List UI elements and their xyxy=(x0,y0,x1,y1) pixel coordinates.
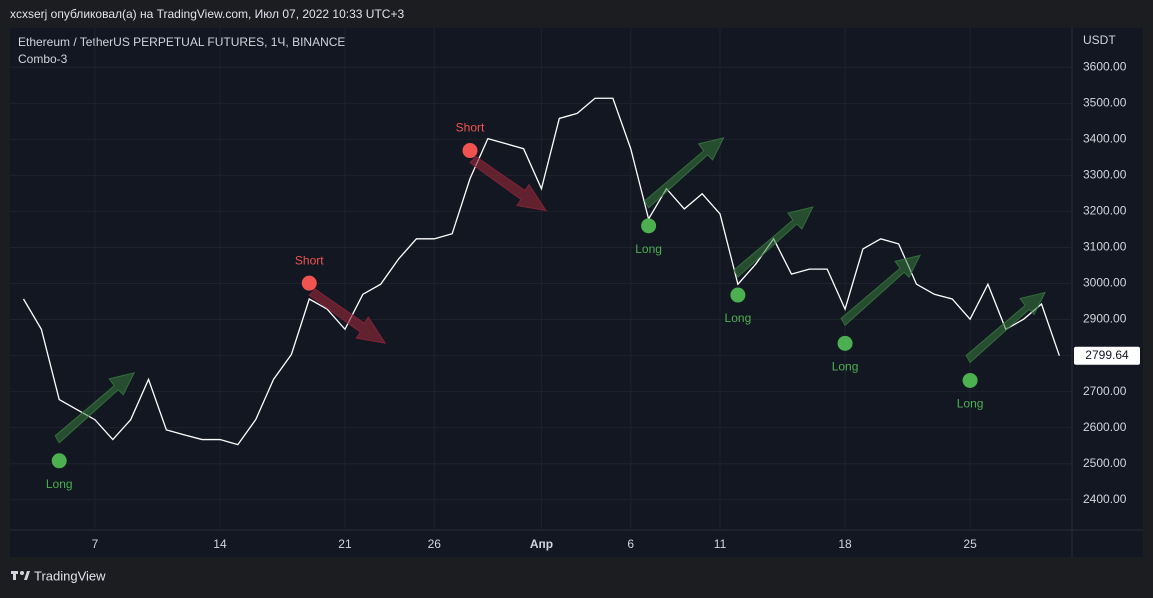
trade-arrow xyxy=(469,155,548,212)
x-tick-label: 11 xyxy=(714,537,727,551)
chart-title: Ethereum / TetherUS PERPETUAL FUTURES, 1… xyxy=(18,35,345,49)
trade-arrow xyxy=(733,206,814,278)
y-tick-label: 2900.00 xyxy=(1083,312,1127,326)
signal-label: Long xyxy=(725,311,752,325)
y-tick-label: 3200.00 xyxy=(1083,204,1127,218)
y-tick-label: 2600.00 xyxy=(1083,420,1127,434)
grid xyxy=(10,28,1072,530)
signal-label: Short xyxy=(456,121,485,135)
last-price-label: 2799.64 xyxy=(1085,348,1129,362)
y-tick-label: 3000.00 xyxy=(1083,276,1127,290)
chart-pane xyxy=(10,28,1143,557)
y-tick-label: 2500.00 xyxy=(1083,456,1127,470)
publisher: xcxserj опубликовал(а) на TradingView.co… xyxy=(10,7,404,21)
signal-label: Long xyxy=(832,359,859,373)
x-tick-label: 6 xyxy=(627,537,634,551)
y-tick-label: 3500.00 xyxy=(1083,95,1127,109)
signal-marker xyxy=(462,143,478,159)
trade-arrow xyxy=(308,288,387,344)
x-tick-label: 25 xyxy=(963,537,977,551)
x-tick-label: 18 xyxy=(838,537,852,551)
y-axis-label: USDT xyxy=(1083,33,1116,47)
y-tick-label: 3600.00 xyxy=(1083,59,1127,73)
signal: Long xyxy=(46,372,136,491)
signal-label: Long xyxy=(957,397,984,411)
signal-label: Long xyxy=(46,477,73,491)
price-line xyxy=(22,97,1060,446)
chart-subtitle: Combo-3 xyxy=(18,52,68,66)
signal-marker xyxy=(962,372,978,388)
x-tick-label: 7 xyxy=(92,537,99,551)
signal-marker xyxy=(301,275,317,291)
x-tick-label: 14 xyxy=(213,537,227,551)
footer-brand: TradingView xyxy=(34,568,106,583)
trade-arrow xyxy=(54,372,136,444)
y-tick-label: 3300.00 xyxy=(1083,168,1127,182)
signal-marker xyxy=(730,287,746,303)
signal: Long xyxy=(635,137,725,256)
trade-arrow xyxy=(840,254,921,327)
signal-label: Long xyxy=(635,242,662,256)
y-tick-label: 3100.00 xyxy=(1083,240,1127,254)
x-tick-label: 26 xyxy=(428,537,442,551)
last-price-box xyxy=(1074,346,1140,365)
trade-arrow xyxy=(965,291,1047,364)
x-tick-label: 21 xyxy=(338,537,352,551)
signal-label: Short xyxy=(295,253,324,267)
signal-marker xyxy=(51,453,67,469)
y-tick-label: 3400.00 xyxy=(1083,132,1127,146)
trade-arrow xyxy=(643,137,725,209)
signal: Long xyxy=(832,254,921,373)
signal: Long xyxy=(725,206,814,325)
y-tick-label: 2700.00 xyxy=(1083,384,1127,398)
x-tick-label: Апр xyxy=(530,537,553,551)
y-tick-label: 2400.00 xyxy=(1083,492,1127,506)
signal-marker xyxy=(641,218,657,234)
footer-logo xyxy=(11,571,30,580)
signal: Short xyxy=(456,121,548,212)
signal: Short xyxy=(295,253,387,344)
signal-marker xyxy=(837,335,853,351)
signal: Long xyxy=(957,291,1047,411)
